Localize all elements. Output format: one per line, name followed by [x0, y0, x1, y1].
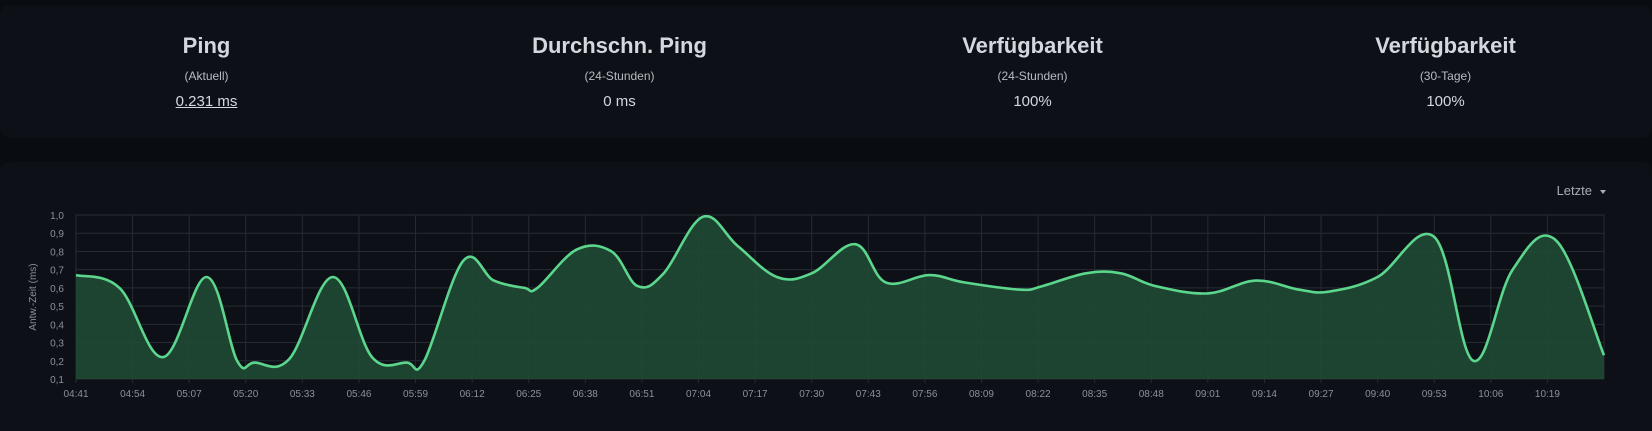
stat-value: 100%	[1426, 93, 1465, 110]
x-tick-label: 07:17	[743, 389, 768, 400]
response-area	[76, 216, 1604, 379]
x-tick-label: 09:53	[1422, 389, 1447, 400]
y-tick-label: 0,5	[50, 302, 64, 313]
x-tick-label: 09:14	[1252, 389, 1277, 400]
x-tick-label: 05:33	[290, 389, 315, 400]
y-tick-label: 0,7	[50, 266, 64, 277]
x-tick-label: 08:09	[969, 389, 994, 400]
y-tick-label: 0,3	[50, 339, 64, 350]
x-tick-label: 08:22	[1026, 389, 1051, 400]
stat-subtitle: (24-Stunden)	[584, 69, 655, 83]
caret-down-icon	[1600, 189, 1606, 194]
y-tick-label: 0,4	[50, 320, 64, 331]
y-tick-label: 0,2	[50, 357, 64, 368]
y-tick-label: 1,0	[50, 211, 64, 222]
stat-subtitle: (24-Stunden)	[997, 69, 1068, 83]
x-tick-label: 05:46	[346, 389, 371, 400]
stat-subtitle: (30-Tage)	[1419, 69, 1472, 83]
current-ping-link[interactable]: 0.231 ms	[175, 93, 238, 110]
stats-panel: Ping (Aktuell) 0.231 ms Durchschn. Ping …	[0, 5, 1652, 138]
y-axis-label: Antw.-Zeit (ms)	[28, 263, 39, 330]
x-tick-label: 09:01	[1195, 389, 1220, 400]
y-tick-label: 0,6	[50, 284, 64, 295]
stat-title: Ping	[182, 33, 231, 58]
x-tick-label: 07:04	[686, 389, 711, 400]
x-tick-label: 06:12	[460, 389, 485, 400]
x-tick-label: 06:51	[629, 389, 654, 400]
stat-title: Verfügbarkeit	[962, 33, 1103, 58]
stat-value: 100%	[1013, 93, 1052, 110]
x-tick-label: 05:59	[403, 389, 428, 400]
y-tick-label: 0,1	[50, 375, 64, 386]
y-tick-label: 0,9	[50, 229, 64, 240]
x-tick-label: 10:19	[1535, 389, 1560, 400]
x-tick-label: 06:25	[516, 389, 541, 400]
x-tick-label: 07:43	[856, 389, 881, 400]
period-select-label: Letzte	[1556, 183, 1592, 198]
x-tick-label: 08:48	[1139, 389, 1164, 400]
response-line	[75, 214, 1606, 371]
x-axis-ticks: 04:41 04:54 05:07 05:20 05:33 05:46 05:59 06:12…	[63, 389, 1560, 400]
y-axis-ticks: 0,1 0,2 0,3 0,4 0,5 0,6 0,7 0,8 0,9 1,0	[50, 211, 64, 386]
x-tick-label: 10:06	[1478, 389, 1503, 400]
x-tick-label: 09:27	[1309, 389, 1334, 400]
stat-title: Durchschn. Ping	[532, 33, 707, 58]
period-select[interactable]: Letzte	[1557, 183, 1606, 198]
x-tick-label: 09:40	[1365, 389, 1390, 400]
x-tick-label: 05:07	[177, 389, 202, 400]
x-tick-label: 07:30	[799, 389, 824, 400]
stat-value: 0 ms	[603, 93, 636, 110]
x-tick-label: 04:41	[63, 389, 88, 400]
stat-title: Verfügbarkeit	[1375, 33, 1516, 58]
x-tick-label: 06:38	[573, 389, 598, 400]
x-tick-label: 07:56	[912, 389, 937, 400]
x-tick-label: 04:54	[120, 389, 145, 400]
x-tick-label: 05:20	[233, 389, 258, 400]
y-tick-label: 0,8	[50, 247, 64, 258]
stat-subtitle: (Aktuell)	[184, 69, 229, 83]
x-tick-label: 08:35	[1082, 389, 1107, 400]
